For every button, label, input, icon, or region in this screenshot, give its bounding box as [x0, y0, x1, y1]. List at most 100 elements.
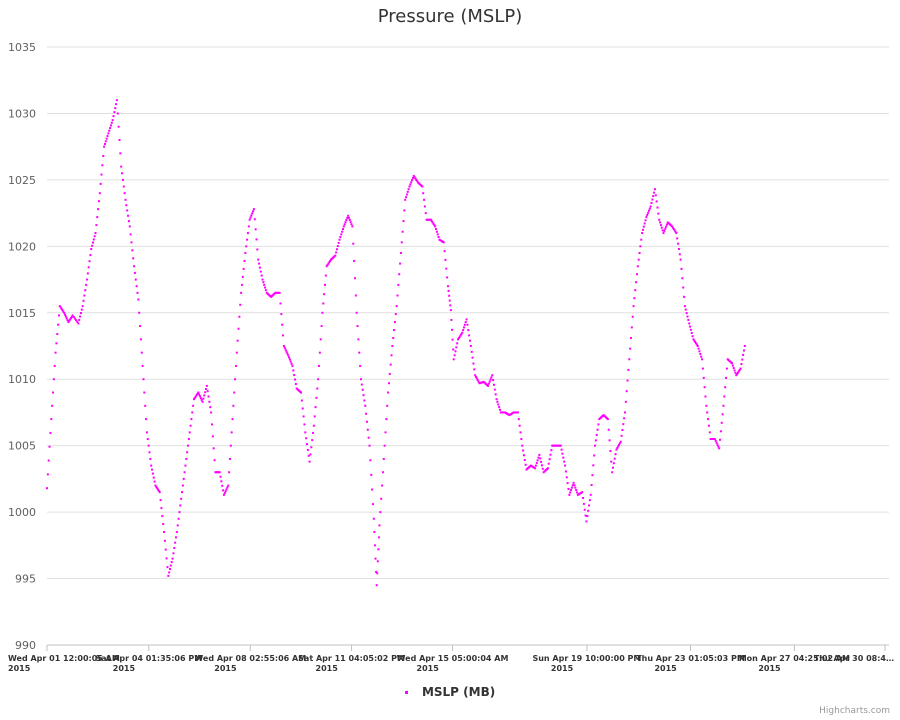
- data-point[interactable]: [159, 499, 162, 502]
- data-point[interactable]: [316, 387, 319, 390]
- data-point[interactable]: [314, 406, 317, 409]
- data-point[interactable]: [375, 570, 378, 573]
- data-point[interactable]: [340, 233, 343, 236]
- data-point[interactable]: [184, 464, 187, 467]
- data-point[interactable]: [451, 338, 454, 341]
- data-point[interactable]: [291, 364, 294, 367]
- data-point[interactable]: [588, 504, 591, 507]
- data-point[interactable]: [335, 248, 338, 251]
- data-point[interactable]: [317, 378, 320, 381]
- data-point[interactable]: [411, 177, 414, 180]
- data-point[interactable]: [258, 266, 261, 269]
- data-point[interactable]: [119, 152, 122, 155]
- data-point[interactable]: [97, 200, 100, 203]
- data-point[interactable]: [399, 262, 402, 265]
- data-point[interactable]: [423, 198, 426, 201]
- data-point[interactable]: [631, 315, 634, 318]
- data-point[interactable]: [345, 219, 348, 222]
- data-point[interactable]: [622, 423, 625, 426]
- data-point[interactable]: [541, 467, 544, 470]
- data-point[interactable]: [414, 177, 417, 180]
- data-point[interactable]: [172, 552, 175, 555]
- data-point[interactable]: [412, 174, 415, 177]
- data-point[interactable]: [198, 393, 201, 396]
- data-point[interactable]: [565, 476, 568, 479]
- data-point[interactable]: [588, 499, 591, 502]
- data-point[interactable]: [395, 305, 398, 308]
- data-point[interactable]: [241, 275, 244, 278]
- data-point[interactable]: [377, 536, 380, 539]
- data-point[interactable]: [173, 546, 176, 549]
- data-point[interactable]: [570, 486, 573, 489]
- data-point[interactable]: [496, 400, 499, 403]
- data-point[interactable]: [640, 238, 643, 241]
- data-point[interactable]: [405, 193, 408, 196]
- data-point[interactable]: [180, 497, 183, 500]
- data-point[interactable]: [735, 374, 738, 377]
- data-point[interactable]: [243, 259, 246, 262]
- data-point[interactable]: [219, 475, 222, 478]
- data-point[interactable]: [327, 262, 330, 265]
- data-point[interactable]: [97, 208, 100, 211]
- data-point[interactable]: [318, 351, 321, 354]
- data-point[interactable]: [264, 289, 267, 292]
- data-point[interactable]: [647, 209, 650, 212]
- data-point[interactable]: [194, 395, 197, 398]
- data-point[interactable]: [240, 291, 243, 294]
- data-point[interactable]: [581, 491, 584, 494]
- data-point[interactable]: [222, 489, 225, 492]
- data-point[interactable]: [591, 474, 594, 477]
- data-point[interactable]: [568, 493, 571, 496]
- data-point[interactable]: [540, 464, 543, 467]
- data-point[interactable]: [157, 489, 160, 492]
- data-point[interactable]: [200, 398, 203, 401]
- data-point[interactable]: [263, 283, 266, 286]
- data-point[interactable]: [610, 460, 613, 463]
- data-point[interactable]: [175, 531, 178, 534]
- data-point[interactable]: [80, 308, 83, 311]
- data-point[interactable]: [158, 491, 161, 494]
- data-point[interactable]: [234, 364, 237, 367]
- data-point[interactable]: [567, 487, 570, 490]
- data-point[interactable]: [463, 326, 466, 329]
- data-point[interactable]: [307, 454, 310, 457]
- data-point[interactable]: [256, 248, 259, 251]
- data-point[interactable]: [144, 404, 147, 407]
- data-point[interactable]: [128, 225, 131, 228]
- data-point[interactable]: [233, 391, 236, 394]
- data-point[interactable]: [625, 390, 628, 393]
- data-point[interactable]: [723, 395, 726, 398]
- data-point[interactable]: [493, 388, 496, 391]
- data-point[interactable]: [312, 424, 315, 427]
- data-point[interactable]: [169, 564, 172, 567]
- data-point[interactable]: [534, 464, 537, 467]
- data-point[interactable]: [652, 195, 655, 198]
- data-point[interactable]: [113, 111, 116, 114]
- data-point[interactable]: [421, 185, 424, 188]
- data-point[interactable]: [255, 238, 258, 241]
- data-point[interactable]: [563, 460, 566, 463]
- data-point[interactable]: [695, 342, 698, 345]
- data-point[interactable]: [695, 343, 698, 346]
- data-point[interactable]: [452, 358, 455, 361]
- data-point[interactable]: [725, 376, 728, 379]
- data-point[interactable]: [737, 370, 740, 373]
- data-point[interactable]: [351, 225, 354, 228]
- data-point[interactable]: [300, 399, 303, 402]
- data-point[interactable]: [657, 212, 660, 215]
- data-point[interactable]: [628, 358, 631, 361]
- data-point[interactable]: [535, 461, 538, 464]
- data-point[interactable]: [642, 225, 645, 228]
- data-point[interactable]: [410, 181, 413, 184]
- data-point[interactable]: [91, 241, 94, 244]
- data-point[interactable]: [402, 220, 405, 223]
- data-point[interactable]: [207, 395, 210, 398]
- data-point[interactable]: [71, 314, 74, 317]
- data-point[interactable]: [559, 444, 562, 447]
- data-point[interactable]: [739, 367, 742, 370]
- data-point[interactable]: [450, 318, 453, 321]
- data-point[interactable]: [126, 209, 129, 212]
- data-point[interactable]: [118, 139, 121, 142]
- data-point[interactable]: [364, 404, 367, 407]
- data-point[interactable]: [88, 260, 91, 263]
